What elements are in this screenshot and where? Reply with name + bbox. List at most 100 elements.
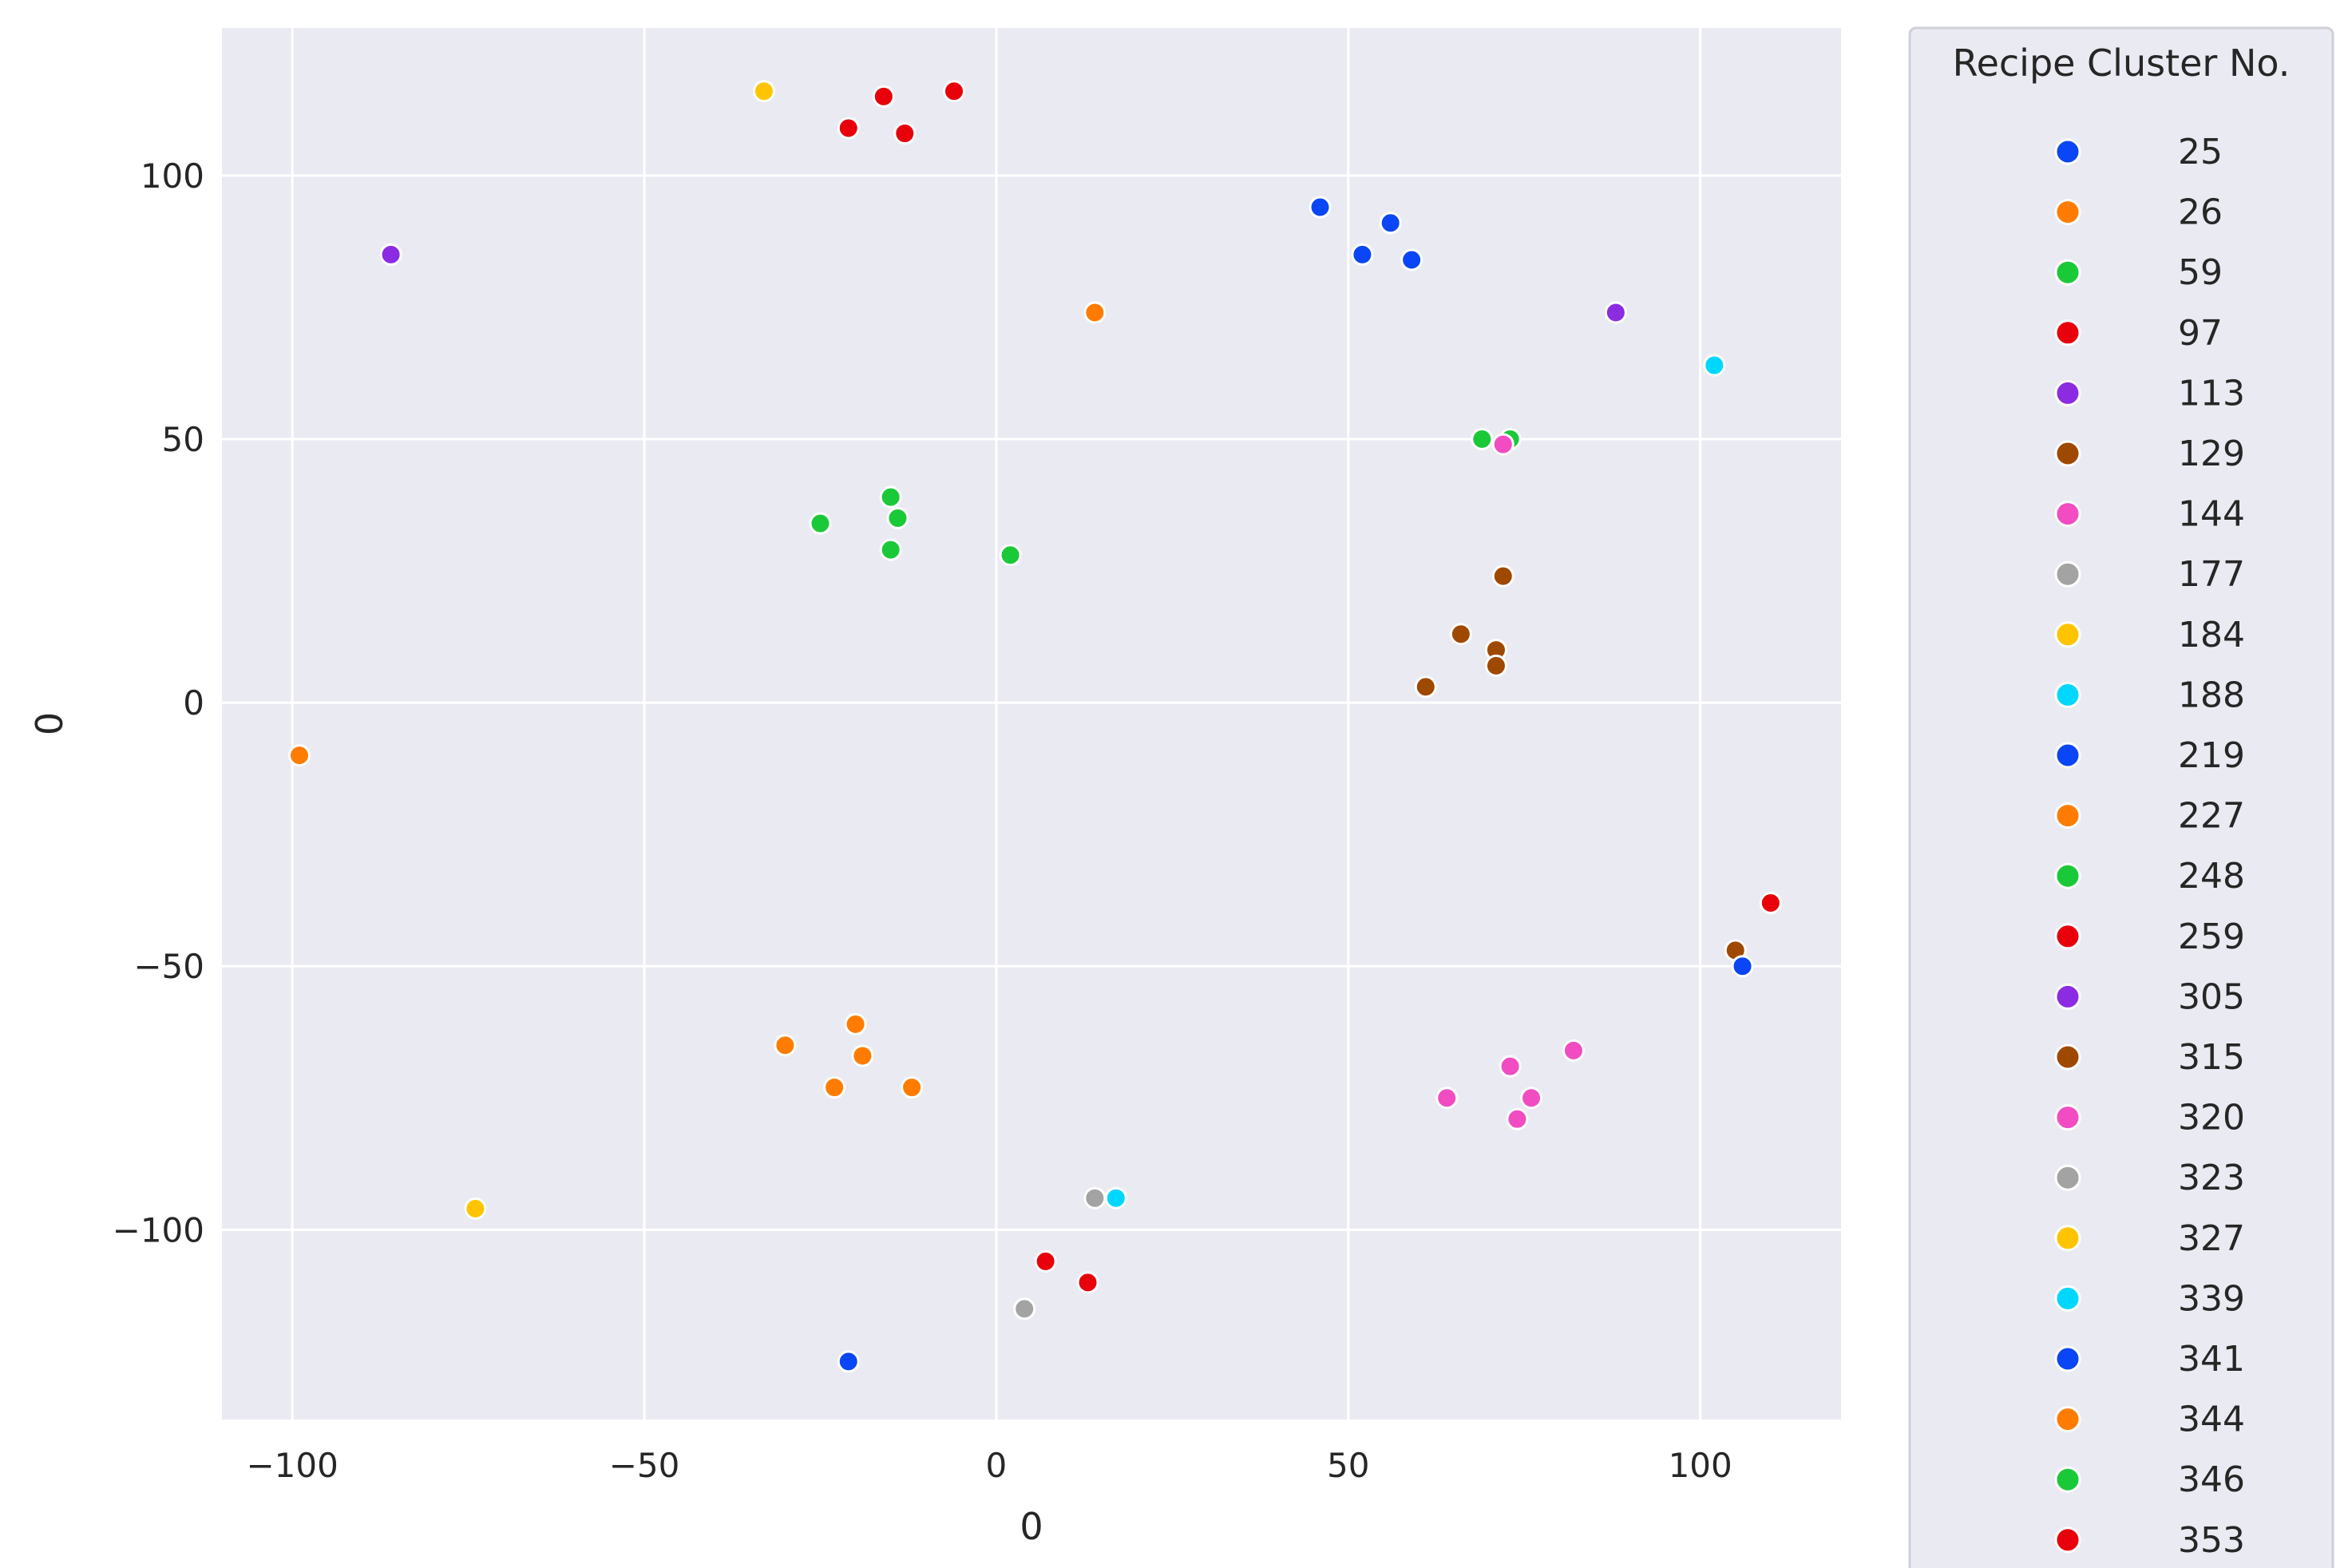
legend-label: 26 bbox=[2178, 192, 2223, 233]
legend-marker bbox=[2054, 1406, 2081, 1433]
data-point bbox=[879, 485, 902, 509]
legend-label: 188 bbox=[2178, 675, 2245, 715]
legend-label: 97 bbox=[2178, 313, 2223, 354]
legend-marker bbox=[2054, 1345, 2081, 1372]
x-axis-ticks: −100 −50 0 50 100 bbox=[246, 1446, 1732, 1485]
legend-label: 259 bbox=[2178, 917, 2245, 957]
legend-marker bbox=[2054, 1526, 2081, 1554]
legend-label: 177 bbox=[2178, 554, 2245, 595]
legend-marker bbox=[2054, 681, 2081, 708]
gridlines bbox=[222, 28, 1841, 1420]
legend-item: 341 bbox=[2054, 1339, 2245, 1380]
legend-item: 353 bbox=[2054, 1520, 2245, 1561]
data-point bbox=[837, 117, 860, 140]
data-point bbox=[1083, 1186, 1107, 1210]
legend-marker bbox=[2054, 1043, 2081, 1071]
legend-item: 248 bbox=[2054, 856, 2245, 897]
legend-item: 129 bbox=[2054, 434, 2245, 474]
legend-item: 305 bbox=[2054, 976, 2245, 1017]
data-point bbox=[1604, 301, 1627, 324]
data-point bbox=[901, 1076, 924, 1099]
data-point bbox=[464, 1197, 487, 1220]
data-point bbox=[1499, 1055, 1522, 1078]
x-tick-label: 50 bbox=[1327, 1446, 1369, 1485]
legend-item: 259 bbox=[2054, 917, 2245, 957]
data-point bbox=[872, 85, 895, 108]
legend-item: 346 bbox=[2054, 1459, 2245, 1500]
legend-label: 219 bbox=[2178, 735, 2245, 776]
data-point bbox=[752, 80, 775, 103]
legend-label: 248 bbox=[2178, 856, 2245, 897]
legend-label: 227 bbox=[2178, 796, 2245, 837]
legend-title: Recipe Cluster No. bbox=[1953, 42, 2291, 85]
legend-items: 25 26 59 97 113 129 144 177 184 188 219 227 248 259 30… bbox=[2054, 132, 2245, 1561]
y-tick-label: −100 bbox=[113, 1210, 204, 1249]
legend-marker bbox=[2054, 1466, 2081, 1493]
legend-marker bbox=[2054, 983, 2081, 1010]
data-point bbox=[1491, 433, 1515, 456]
data-point bbox=[1309, 196, 1332, 219]
legend-label: 59 bbox=[2178, 252, 2223, 293]
x-tick-label: −50 bbox=[609, 1446, 680, 1485]
data-point bbox=[879, 538, 902, 561]
legend-label: 353 bbox=[2178, 1520, 2245, 1561]
legend-marker bbox=[2054, 1104, 2081, 1131]
data-point bbox=[1034, 1249, 1057, 1273]
x-tick-label: 100 bbox=[1669, 1446, 1732, 1485]
legend-marker bbox=[2054, 802, 2081, 830]
legend-marker bbox=[2054, 259, 2081, 286]
data-point bbox=[1449, 623, 1472, 646]
data-point bbox=[851, 1044, 874, 1067]
legend-marker bbox=[2054, 862, 2081, 889]
legend-item: 113 bbox=[2054, 373, 2245, 414]
y-tick-label: −50 bbox=[133, 947, 204, 986]
data-point bbox=[379, 243, 402, 266]
data-point bbox=[893, 122, 917, 145]
legend-label: 113 bbox=[2178, 373, 2245, 414]
data-points bbox=[287, 80, 1782, 1373]
x-tick-label: −100 bbox=[246, 1446, 338, 1485]
data-point bbox=[1520, 1087, 1543, 1110]
legend: Recipe Cluster No. 25 26 59 97 113 129 144 177 1… bbox=[1908, 26, 2334, 1568]
legend-marker bbox=[2054, 1285, 2081, 1312]
legend-label: 25 bbox=[2178, 132, 2223, 172]
legend-label: 320 bbox=[2178, 1098, 2245, 1138]
legend-marker bbox=[2054, 621, 2081, 648]
legend-item: 25 bbox=[2054, 132, 2223, 172]
legend-item: 184 bbox=[2054, 615, 2245, 655]
legend-marker bbox=[2054, 501, 2081, 528]
legend-item: 26 bbox=[2054, 192, 2223, 233]
legend-label: 144 bbox=[2178, 494, 2245, 535]
legend-label: 129 bbox=[2178, 434, 2245, 474]
data-point bbox=[1414, 675, 1437, 699]
legend-marker bbox=[2054, 742, 2081, 769]
data-point bbox=[1731, 955, 1754, 978]
legend-marker bbox=[2054, 138, 2081, 165]
data-point bbox=[774, 1034, 797, 1057]
legend-label: 341 bbox=[2178, 1339, 2245, 1380]
legend-marker bbox=[2054, 440, 2081, 467]
legend-item: 59 bbox=[2054, 252, 2223, 293]
data-point bbox=[1013, 1297, 1036, 1321]
legend-label: 323 bbox=[2178, 1158, 2245, 1198]
legend-item: 315 bbox=[2054, 1037, 2245, 1078]
data-point bbox=[837, 1350, 860, 1373]
legend-marker bbox=[2054, 923, 2081, 950]
legend-label: 344 bbox=[2178, 1400, 2245, 1440]
plot-area bbox=[222, 28, 1841, 1420]
legend-item: 327 bbox=[2054, 1218, 2245, 1259]
data-point bbox=[1400, 248, 1423, 271]
legend-marker bbox=[2054, 319, 2081, 346]
legend-item: 344 bbox=[2054, 1400, 2245, 1440]
data-point bbox=[1471, 427, 1494, 450]
legend-box bbox=[1908, 26, 2334, 1568]
legend-marker bbox=[2054, 379, 2081, 406]
x-axis-label: 0 bbox=[1020, 1505, 1043, 1548]
y-tick-label: 50 bbox=[162, 420, 204, 459]
data-point bbox=[1104, 1186, 1127, 1210]
data-point bbox=[1076, 1271, 1099, 1294]
x-tick-label: 0 bbox=[986, 1446, 1008, 1485]
data-point bbox=[886, 507, 909, 530]
data-point bbox=[1435, 1087, 1459, 1110]
